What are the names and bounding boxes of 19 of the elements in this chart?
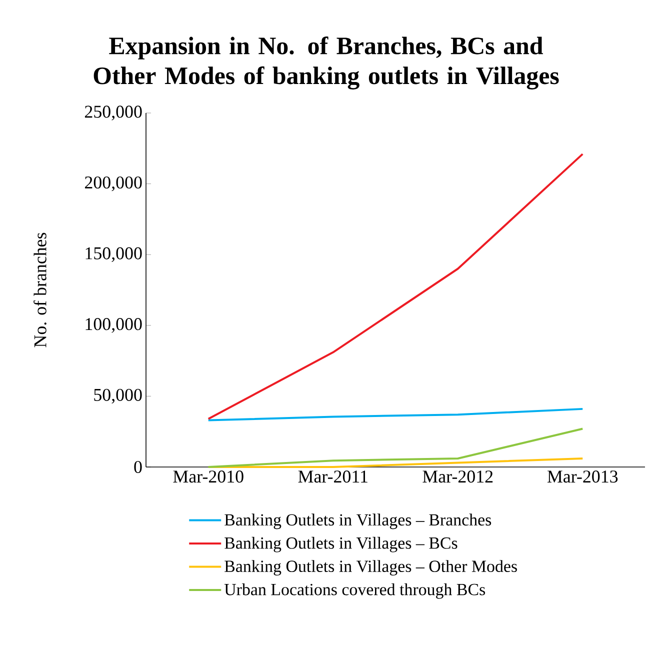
- y-tick-label: 200,000: [84, 176, 142, 192]
- legend-label: Banking Outlets in Villages – Branches: [224, 514, 492, 530]
- x-tick-label: Mar-2010: [173, 470, 244, 483]
- x-tick-label: Mar-2012: [422, 470, 493, 483]
- x-tick-label: Mar-2013: [547, 470, 618, 483]
- y-tick-label: 0: [134, 460, 142, 474]
- line-series: [207, 153, 584, 420]
- line-series: [207, 428, 584, 468]
- y-tick-label: 250,000: [84, 106, 142, 120]
- x-tick-label: Mar-2011: [298, 470, 368, 483]
- y-tick-label: 100,000: [86, 318, 142, 333]
- legend-label: Banking Outlets in Villages – BCs: [224, 536, 458, 552]
- chart-title: Expansion in No. of Branches, BCs and Other Modes of banking outlets in Villages: [94, 36, 559, 90]
- y-tick-label: 50,000: [94, 388, 142, 404]
- legend-label: Urban Locations covered through BCs: [224, 583, 486, 599]
- legend-label: Banking Outlets in Villages – Other Modes: [224, 560, 517, 576]
- line-series: [207, 408, 584, 422]
- y-axis-title: No. of branches: [34, 232, 46, 348]
- y-tick-label: 150,000: [86, 247, 142, 262]
